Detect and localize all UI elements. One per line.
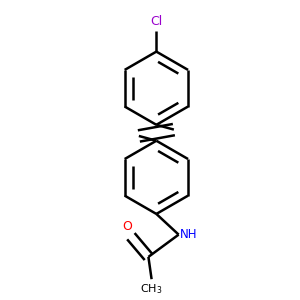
Text: CH$_3$: CH$_3$ (140, 282, 163, 296)
Text: NH: NH (180, 228, 198, 241)
Text: O: O (122, 220, 132, 233)
Text: Cl: Cl (150, 15, 163, 28)
